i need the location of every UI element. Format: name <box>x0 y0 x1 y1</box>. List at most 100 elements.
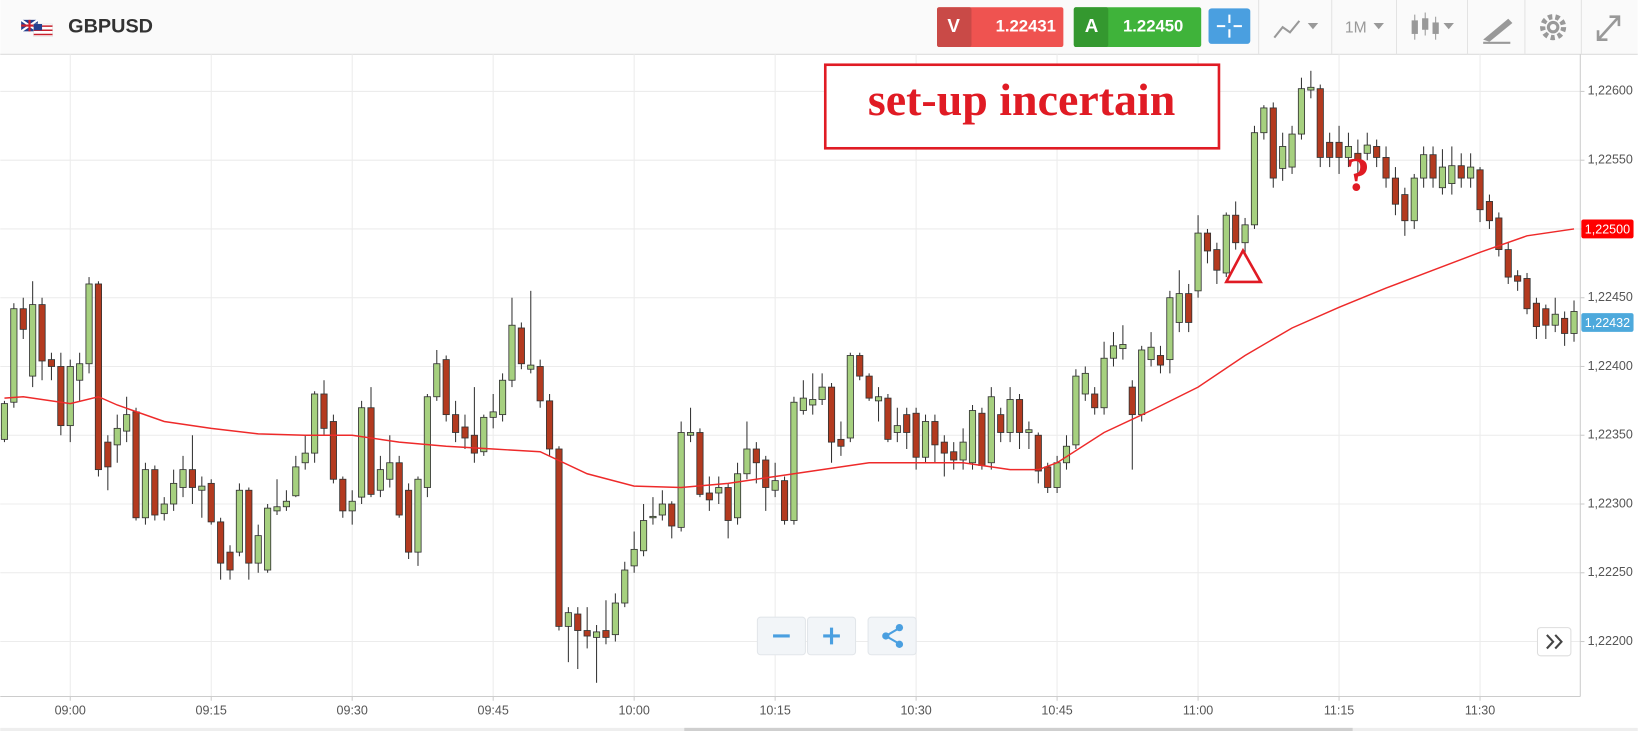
sell-button[interactable]: V 1.22431 <box>937 7 1064 47</box>
candle-body-up <box>1100 357 1108 409</box>
candle-body-down <box>724 487 732 521</box>
candle-body-down <box>903 414 911 433</box>
candle-body-down <box>104 441 112 468</box>
candle-body-down <box>940 441 948 454</box>
annotation-text: set-up incertain <box>868 74 1176 125</box>
candle-body-up <box>771 480 779 491</box>
y-tick-label: 1,22200 <box>1588 634 1633 648</box>
candle-body-down <box>452 414 460 433</box>
candle-body-up <box>1194 232 1202 292</box>
draw-tool-button[interactable] <box>1483 18 1513 44</box>
candle-body-down <box>865 375 873 399</box>
candle-body-up <box>123 414 131 432</box>
candle-body-down <box>705 492 713 501</box>
scrollbar-thumb[interactable] <box>684 727 1353 731</box>
buy-button[interactable]: A 1.22450 <box>1073 7 1202 47</box>
candle-body-up <box>959 441 967 461</box>
candle-body-up <box>1147 346 1155 361</box>
candle-style-button[interactable] <box>1411 12 1454 40</box>
candle-body-down <box>1457 165 1465 179</box>
candle-body-up <box>85 283 93 365</box>
candle-body-down <box>1185 293 1193 323</box>
candle-body-down <box>217 521 225 564</box>
candle-body-down <box>1429 154 1437 179</box>
candle-body-up <box>508 324 516 381</box>
candle-body-up <box>489 411 497 418</box>
candle-body-down <box>931 421 939 446</box>
timeframe-button[interactable]: 1M <box>1345 19 1384 36</box>
candle-body-down <box>367 407 375 495</box>
candle-body-down <box>555 448 563 627</box>
chart-type-button[interactable] <box>1273 20 1319 39</box>
y-tick-label: 1,22450 <box>1588 290 1633 304</box>
candle-body-down <box>884 397 892 440</box>
candle-body-up <box>564 612 572 627</box>
zoom-out-button[interactable] <box>756 616 806 656</box>
candle-body-up <box>1363 144 1371 154</box>
candle-body-up <box>311 393 319 454</box>
candle-body-up <box>10 308 18 403</box>
x-tick-label: 11:00 <box>1183 703 1213 717</box>
candle-body-down <box>1015 399 1024 433</box>
candle-body-up <box>1053 462 1061 488</box>
zoom-in-button[interactable] <box>806 616 857 656</box>
candle-body-down <box>245 489 253 564</box>
share-button[interactable] <box>867 616 917 656</box>
settings-button[interactable] <box>1540 14 1567 41</box>
candle-body-up <box>1448 165 1456 184</box>
candle-body-down <box>1232 214 1240 244</box>
candle-body-down <box>47 359 56 367</box>
ma-line <box>4 228 1575 489</box>
candle-body-up <box>677 432 685 528</box>
candle-body-up <box>1288 133 1296 168</box>
candle-body-down <box>1514 275 1522 282</box>
candle-body-down <box>1091 393 1099 409</box>
candle-body-down <box>329 421 337 480</box>
candle-body-up <box>254 535 262 564</box>
candle-body-down <box>1316 88 1324 158</box>
x-tick-label: 09:00 <box>55 703 86 717</box>
candle-body-up <box>29 304 37 377</box>
candle-body-down <box>19 308 27 330</box>
candle-body-down <box>470 434 478 454</box>
x-tick-label: 09:45 <box>478 703 509 717</box>
x-tick-label: 09:30 <box>337 703 368 717</box>
candle-body-down <box>188 469 196 488</box>
x-tick-label: 10:15 <box>759 703 790 717</box>
y-tick-label: 1,22350 <box>1588 428 1633 442</box>
candle-body-up <box>987 396 995 464</box>
fullscreen-button[interactable] <box>1596 15 1621 41</box>
candle-body-up <box>1222 214 1230 274</box>
x-tick-label: 10:00 <box>618 703 649 717</box>
price-tag <box>1581 313 1634 332</box>
candle-body-up <box>527 364 535 370</box>
symbol: GBPUSD <box>68 15 153 37</box>
crosshair-button[interactable] <box>1208 8 1251 44</box>
candle-body-down <box>1382 157 1390 179</box>
candle-body-down <box>668 503 676 527</box>
candle-body-up <box>414 478 422 553</box>
candle-body-up <box>1551 313 1559 326</box>
candle-body-up <box>621 569 629 604</box>
candle-body-down <box>856 355 864 377</box>
x-tick-label: 10:45 <box>1041 703 1072 717</box>
candle-body-up <box>1420 154 1428 179</box>
candle-body-up <box>480 416 488 453</box>
candle-body-down <box>1523 278 1531 310</box>
buy-price: 1.22450 <box>1123 17 1183 36</box>
candle-body-up <box>170 482 178 505</box>
candle-body-down <box>1269 107 1277 179</box>
candle-body-up <box>273 506 281 512</box>
candle-body-down <box>1326 141 1334 158</box>
scroll-right-button[interactable] <box>1536 627 1572 657</box>
candle-body-up <box>743 448 751 475</box>
candle-body-down <box>1504 249 1512 278</box>
candle-body-down <box>762 459 770 488</box>
candle-body-down <box>442 359 450 416</box>
candle-body-up <box>358 407 366 498</box>
candle-body-up <box>179 469 187 488</box>
candle-body-up <box>593 631 601 638</box>
